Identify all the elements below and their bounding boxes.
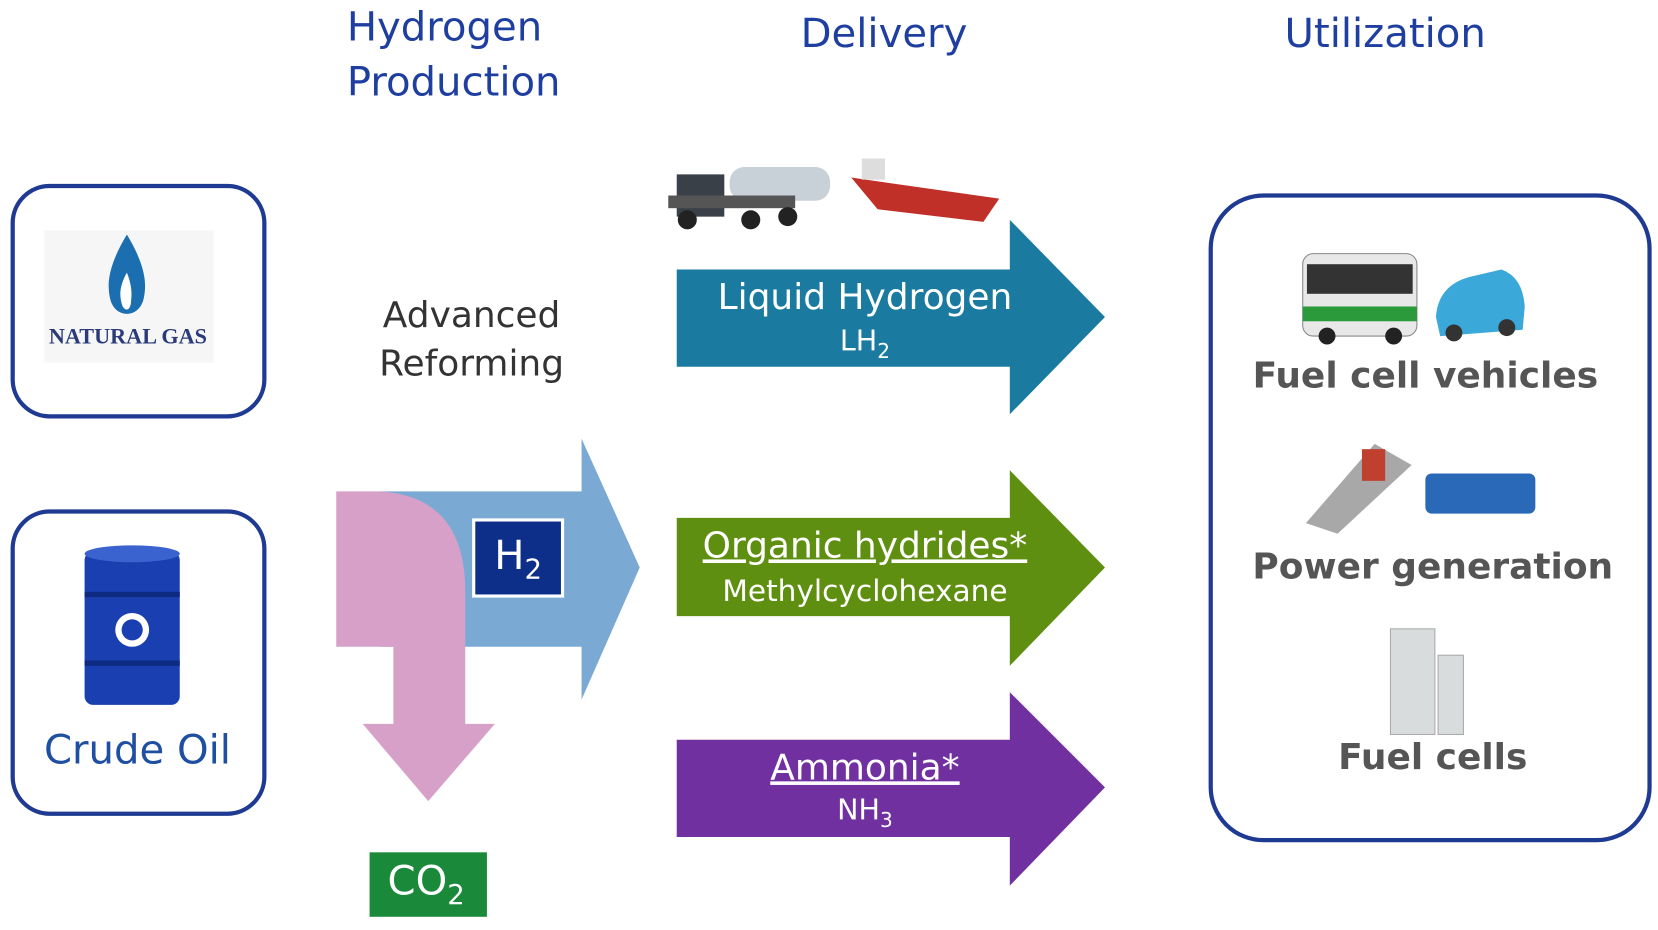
carrier-arrow: [676, 219, 1105, 415]
source-label: Crude Oil: [44, 727, 231, 773]
use-label: Fuel cells: [1338, 737, 1527, 778]
co2-base: CO: [388, 859, 448, 905]
flame-icon: [120, 272, 132, 310]
header-production: Hydrogen: [347, 5, 542, 51]
header-production: Production: [347, 60, 561, 106]
header-utilization: Utilization: [1285, 11, 1486, 57]
co2-arrow: [336, 491, 495, 802]
carrier-arrow: [676, 470, 1105, 666]
carrier-arrow: [676, 692, 1105, 886]
formula-base: NH: [837, 794, 880, 827]
carrier-formula: LH2: [840, 324, 890, 362]
header-delivery: Delivery: [801, 11, 968, 57]
utilization-box: [1208, 193, 1652, 843]
h2-base: H: [494, 533, 524, 579]
source-box: [10, 183, 267, 419]
bus-icon: [1302, 253, 1418, 345]
turbine-icon: [1305, 443, 1536, 534]
headers: Hydrogen Production Delivery Utilization: [347, 5, 1486, 106]
car-icon: [1435, 269, 1525, 342]
co2-box: [366, 849, 491, 920]
formula-sub: 3: [880, 808, 893, 832]
use-label: Power generation: [1252, 547, 1613, 588]
carrier-name: Ammonia*: [770, 747, 959, 788]
formula-base: Methylcyclohexane: [722, 573, 1007, 607]
h2-label: H2: [494, 533, 542, 586]
process-label: Advanced: [383, 295, 561, 336]
barrel-icon: [84, 545, 180, 705]
truck-icon: [668, 166, 831, 230]
process-label: Reforming: [379, 344, 564, 385]
ship-icon: [851, 158, 1000, 222]
formula-base: LH: [840, 324, 877, 357]
co2-label: CO2: [388, 859, 465, 912]
use-label: Fuel cell vehicles: [1253, 355, 1599, 396]
source-box: [10, 509, 267, 816]
h2-box: [472, 518, 565, 598]
carrier-formula: NH3: [837, 794, 893, 832]
source-label: NATURAL GAS: [49, 323, 207, 348]
co2-sub: 2: [447, 879, 464, 911]
h2-sub: 2: [524, 554, 541, 586]
formula-sub: 2: [877, 338, 890, 362]
carrier-name: Liquid Hydrogen: [718, 277, 1013, 318]
fuel-cell-icon: [1389, 628, 1464, 736]
carrier-formula: Methylcyclohexane: [722, 573, 1007, 607]
carrier-name: Organic hydrides*: [703, 525, 1028, 566]
